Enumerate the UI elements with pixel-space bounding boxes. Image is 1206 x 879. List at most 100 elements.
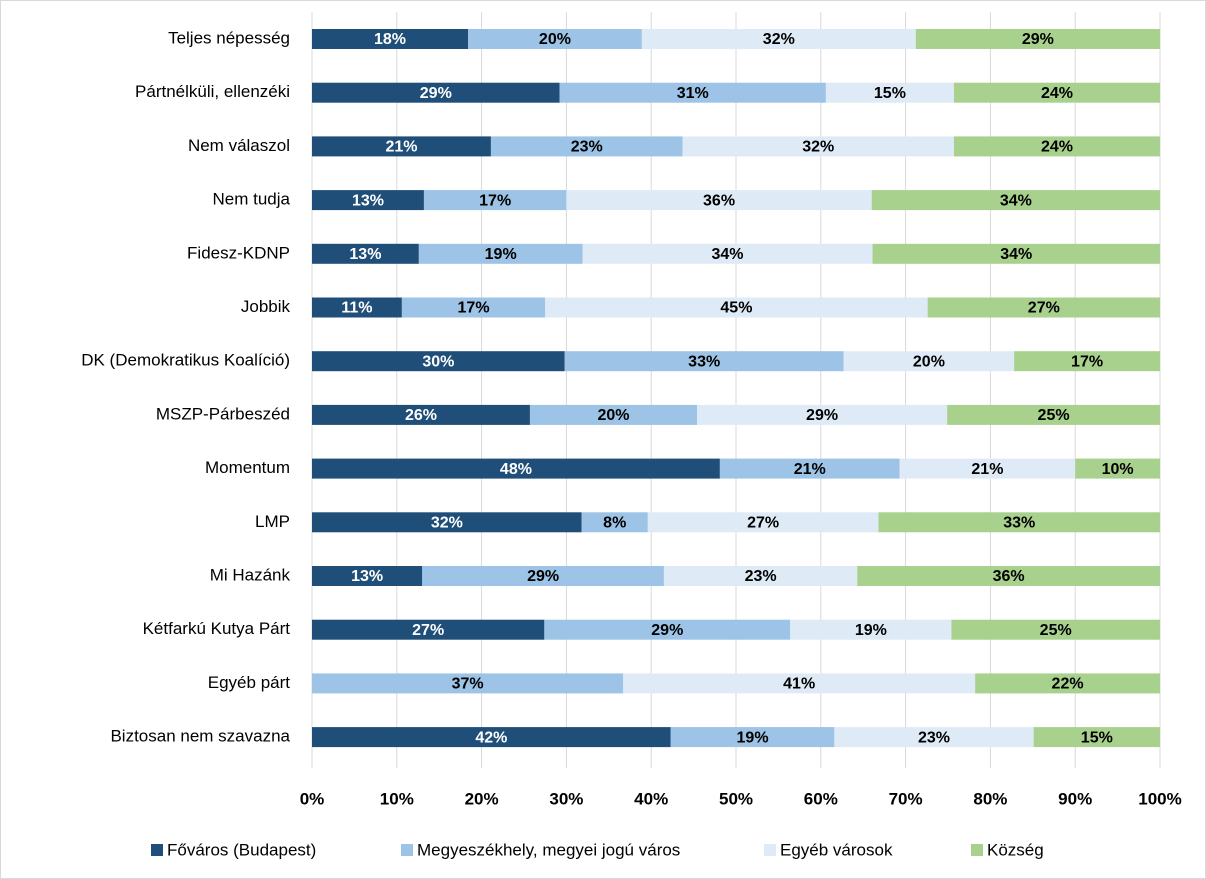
- y-tick-label: Momentum: [205, 458, 290, 477]
- data-label: 15%: [1081, 729, 1113, 746]
- x-tick-label: 70%: [889, 789, 923, 808]
- bar-segment: [566, 190, 872, 211]
- data-label: 23%: [745, 568, 777, 585]
- bar-segment: [682, 136, 954, 157]
- x-tick-label: 30%: [549, 789, 583, 808]
- data-label: 18%: [374, 31, 406, 48]
- bar-segment: [312, 404, 530, 425]
- data-label: 32%: [802, 139, 834, 156]
- y-tick-label: Mi Hazánk: [210, 565, 291, 584]
- bar-segment: [872, 243, 1160, 264]
- data-label: 17%: [479, 192, 511, 209]
- data-label: 19%: [737, 729, 769, 746]
- data-label: 27%: [747, 515, 779, 532]
- bar-segment: [670, 727, 835, 748]
- bar-segment: [790, 619, 952, 640]
- data-label: 19%: [485, 246, 517, 263]
- bar-segment: [582, 243, 873, 264]
- bar-segment: [312, 190, 424, 211]
- data-label: 37%: [452, 676, 484, 693]
- data-label: 29%: [651, 622, 683, 639]
- data-label: 25%: [1038, 407, 1070, 424]
- bar-segment: [312, 297, 402, 318]
- data-label: 20%: [913, 353, 945, 370]
- bar-segment: [564, 351, 844, 372]
- data-label: 23%: [571, 139, 603, 156]
- data-label: 29%: [420, 85, 452, 102]
- data-label: 11%: [341, 300, 372, 317]
- data-label: 34%: [1000, 246, 1032, 263]
- legend-swatch: [151, 844, 163, 856]
- data-label: 31%: [677, 85, 709, 102]
- data-label: 48%: [500, 461, 532, 478]
- bar-segment: [529, 404, 697, 425]
- bar-segment: [401, 297, 546, 318]
- bar-segment: [312, 566, 423, 586]
- data-label: 13%: [352, 192, 384, 209]
- data-label: 33%: [688, 353, 720, 370]
- bar-segment: [663, 566, 858, 586]
- bar-segment: [1075, 458, 1160, 479]
- data-label: 20%: [597, 407, 629, 424]
- bar-segment: [719, 458, 900, 479]
- bar-segment: [422, 566, 664, 586]
- data-label: 42%: [475, 729, 507, 746]
- y-tick-label: Nem válaszol: [188, 136, 290, 155]
- bar-segment: [927, 297, 1160, 318]
- bar-segment: [878, 512, 1160, 533]
- x-tick-label: 20%: [465, 789, 499, 808]
- data-label: 17%: [1071, 353, 1103, 370]
- y-tick-label: Jobbik: [241, 297, 291, 316]
- bar-segment: [623, 673, 976, 694]
- bar-segment: [975, 673, 1160, 694]
- legend-swatch: [401, 844, 413, 856]
- y-tick-label: Teljes népesség: [168, 28, 290, 47]
- legend-label: Főváros (Budapest): [167, 840, 316, 859]
- x-tick-label: 90%: [1058, 789, 1092, 808]
- y-tick-label: Biztosan nem szavazna: [110, 727, 290, 746]
- data-label: 10%: [1102, 461, 1134, 478]
- data-label: 45%: [720, 300, 752, 317]
- bar-segment: [312, 619, 545, 640]
- y-tick-label: DK (Demokratikus Koalíció): [81, 351, 290, 370]
- bar-segment: [1033, 727, 1160, 748]
- bar-segment: [545, 297, 928, 318]
- data-label: 8%: [603, 515, 626, 532]
- data-label: 34%: [712, 246, 744, 263]
- bar-segment: [834, 727, 1034, 748]
- bar-segment: [871, 190, 1160, 211]
- bar-segment: [857, 566, 1160, 586]
- data-label: 22%: [1052, 676, 1084, 693]
- data-label: 21%: [794, 461, 826, 478]
- y-tick-label: LMP: [255, 512, 290, 531]
- x-tick-label: 40%: [634, 789, 668, 808]
- data-label: 34%: [1000, 192, 1032, 209]
- data-label: 32%: [763, 31, 795, 48]
- data-label: 29%: [806, 407, 838, 424]
- data-label: 20%: [539, 31, 571, 48]
- bar-segment: [468, 29, 642, 49]
- bar-segment: [953, 82, 1160, 103]
- legend-swatch: [764, 844, 776, 856]
- bar-segment: [312, 512, 582, 533]
- data-label: 19%: [855, 622, 887, 639]
- data-label: 23%: [918, 729, 950, 746]
- legend-label: Megyeszékhely, megyei jogú város: [417, 840, 680, 859]
- legend-label: Egyéb városok: [780, 840, 893, 859]
- legend-swatch: [971, 844, 983, 856]
- bar-segment: [312, 351, 565, 372]
- data-label: 17%: [458, 300, 490, 317]
- data-label: 24%: [1041, 139, 1073, 156]
- bar-segment: [544, 619, 791, 640]
- data-label: 32%: [431, 515, 463, 532]
- bar-segment: [647, 512, 879, 533]
- bar-segment: [641, 29, 916, 49]
- x-tick-label: 0%: [300, 789, 325, 808]
- y-tick-label: Kétfarkú Kutya Párt: [143, 619, 291, 638]
- data-label: 24%: [1041, 85, 1073, 102]
- bar-segment: [843, 351, 1015, 372]
- bar-segment: [312, 82, 560, 103]
- bar-segment: [312, 727, 671, 748]
- legend-label: Község: [987, 840, 1044, 859]
- data-label: 13%: [351, 568, 383, 585]
